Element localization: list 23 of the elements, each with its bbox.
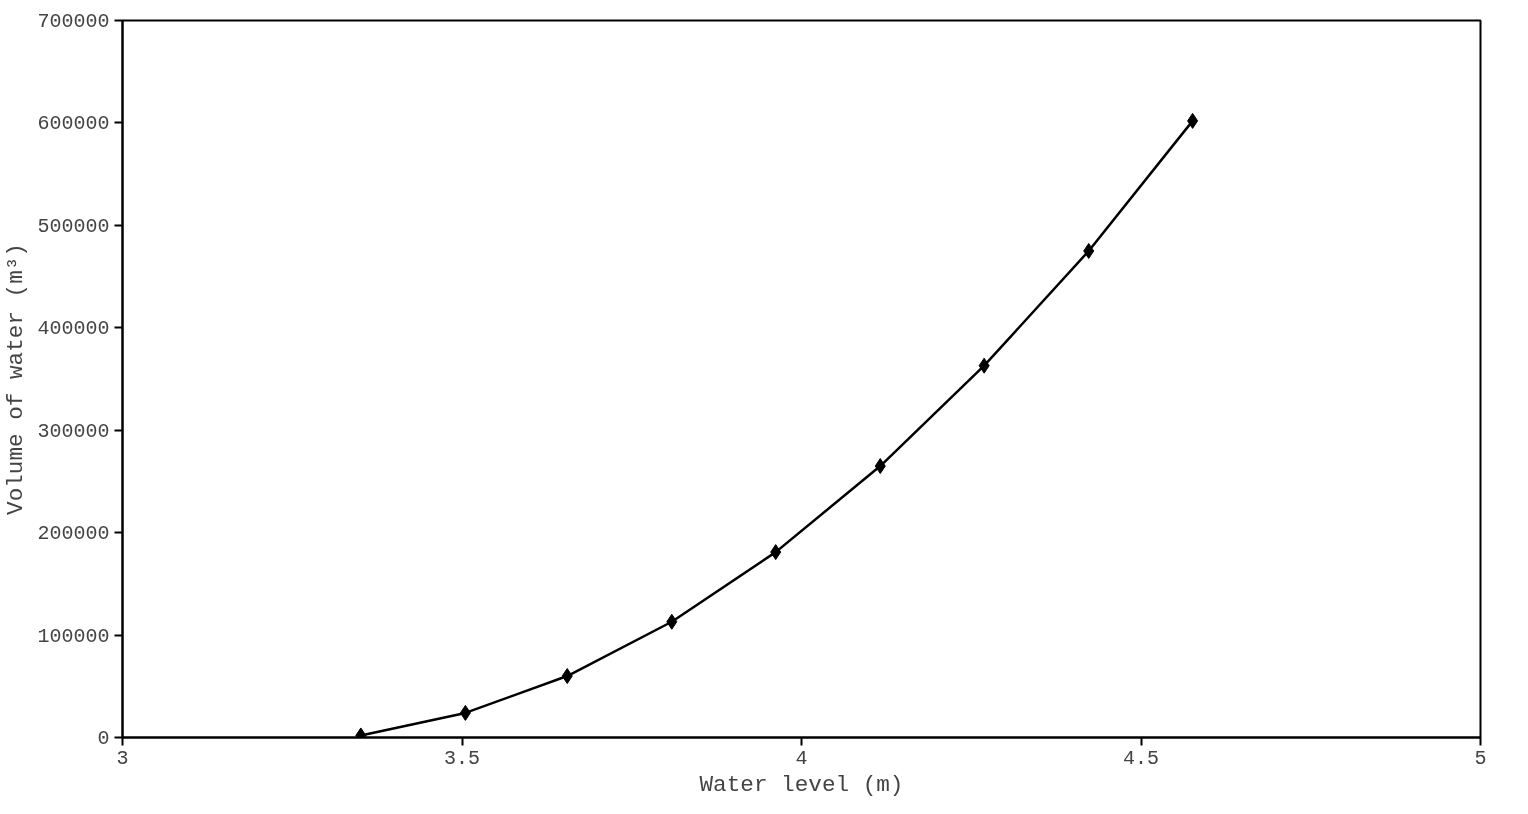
x-tick-label: 4: [795, 746, 808, 770]
x-tick-label: 4.5: [1123, 746, 1160, 770]
point: [1083, 242, 1095, 259]
y-tick-label: 500000: [37, 214, 110, 238]
x-tick-label: 3: [116, 746, 129, 770]
x-axis-title: Water level (m): [699, 771, 904, 798]
y-tick-label: 400000: [37, 317, 110, 341]
point: [1187, 112, 1199, 129]
point: [978, 357, 990, 374]
y-tick-label: 600000: [37, 112, 110, 136]
y-tick-label: 0: [97, 727, 110, 750]
point: [561, 668, 573, 685]
point: [770, 544, 782, 561]
x-tick-label: 3.5: [444, 746, 481, 770]
point: [666, 613, 678, 630]
point: [874, 458, 886, 475]
y-tick-label: 200000: [37, 522, 110, 546]
x-tick-label: 5: [1474, 746, 1487, 770]
y-axis-title: Volume of water (m³): [3, 243, 30, 515]
y-tick-label: 300000: [37, 419, 110, 443]
point: [459, 704, 471, 721]
y-tick-label: 700000: [37, 10, 110, 33]
y-tick-label: 100000: [37, 624, 110, 648]
